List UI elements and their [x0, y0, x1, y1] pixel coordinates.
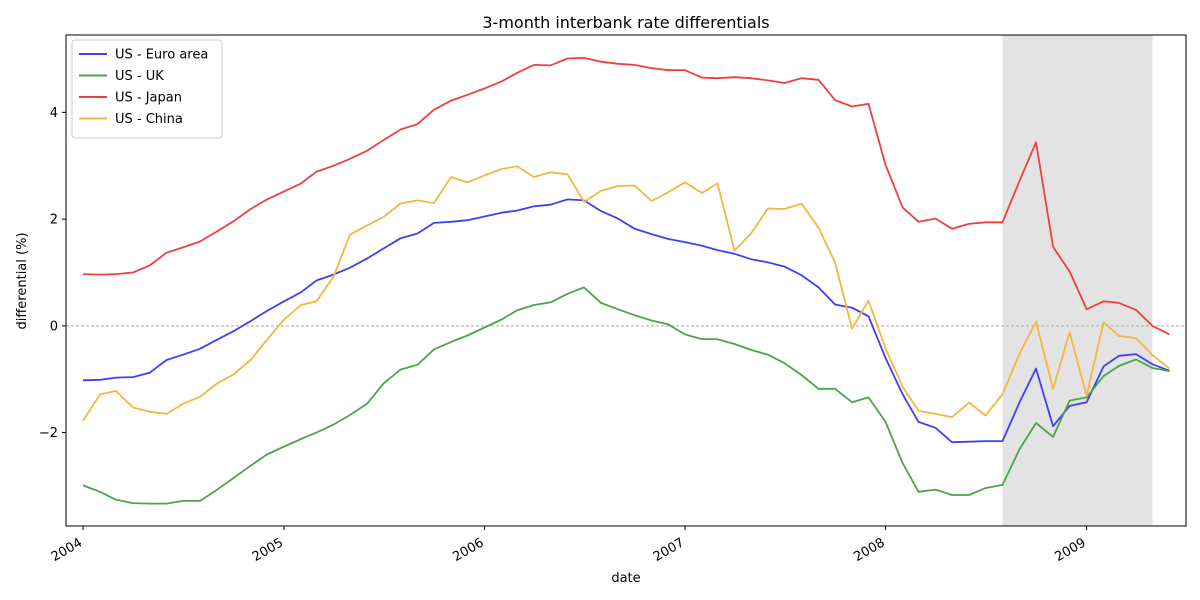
plot-area — [66, 35, 1186, 526]
legend-entry: US - Japan — [115, 91, 182, 106]
y-tick-label: 0 — [50, 319, 58, 334]
y-axis-label: differential (%) — [15, 232, 30, 329]
legend-entry: US - UK — [115, 69, 164, 84]
y-tick-label: 2 — [50, 213, 58, 228]
x-axis-label: date — [611, 571, 640, 586]
y-tick-label: −2 — [39, 426, 58, 441]
shaded-period — [1002, 35, 1153, 526]
series-line-0 — [82, 198, 1170, 444]
y-tick-label: 4 — [50, 106, 58, 121]
chart-title: 3-month interbank rate differentials — [482, 13, 769, 32]
legend-entry: US - Euro area — [115, 48, 208, 63]
legend-entry: US - China — [115, 112, 183, 127]
legend: US - Euro area US - UK US - Japan US - Chin… — [71, 39, 223, 139]
series-line-3 — [82, 165, 1171, 422]
legend-box — [71, 39, 223, 139]
series-line-1 — [82, 286, 1170, 505]
plot-frame — [65, 34, 1187, 527]
series-line-2 — [82, 57, 1170, 336]
